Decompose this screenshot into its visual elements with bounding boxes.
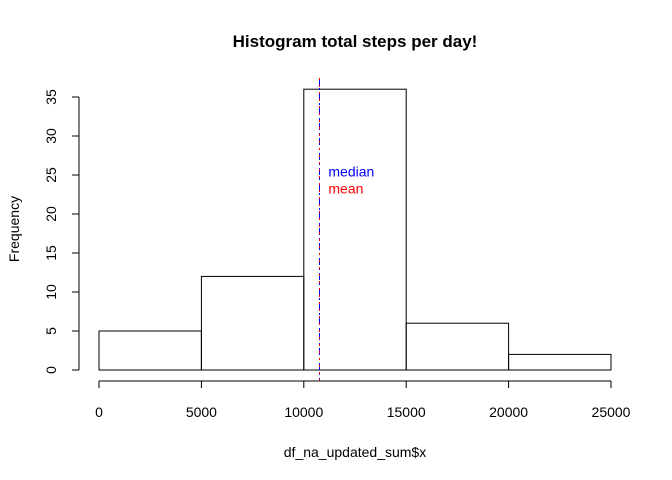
y-tick-label: 20 (43, 206, 59, 222)
y-tick-label: 35 (43, 89, 59, 105)
y-tick-label: 15 (43, 245, 59, 261)
y-tick-label: 30 (43, 128, 59, 144)
x-tick-label: 15000 (387, 404, 426, 420)
histogram-bars (98, 88, 612, 371)
y-axis-label: Frequency (6, 196, 22, 262)
y-tick-label: 5 (43, 327, 59, 335)
median-label: median (328, 164, 374, 180)
x-axis: 0 5000 10000 15000 20000 25000 (95, 380, 631, 420)
y-tick-label: 25 (43, 167, 59, 183)
chart-title: Histogram total steps per day! (233, 32, 478, 51)
y-tick-label: 10 (43, 284, 59, 300)
histogram-bar (98, 330, 202, 371)
x-tick-label: 25000 (592, 404, 631, 420)
histogram-bar (508, 353, 612, 371)
mean-label: mean (328, 181, 363, 197)
histogram-bar (200, 275, 305, 371)
x-axis-label: df_na_updated_sum$x (284, 444, 426, 460)
x-tick-label: 5000 (186, 404, 217, 420)
y-axis: 0 5 10 15 20 25 30 35 (43, 89, 80, 374)
x-tick-label: 10000 (284, 404, 323, 420)
histogram-bar (405, 322, 510, 371)
y-tick-label: 0 (43, 366, 59, 374)
x-tick-label: 0 (95, 404, 103, 420)
histogram-bar (303, 88, 407, 371)
x-tick-label: 20000 (489, 404, 528, 420)
